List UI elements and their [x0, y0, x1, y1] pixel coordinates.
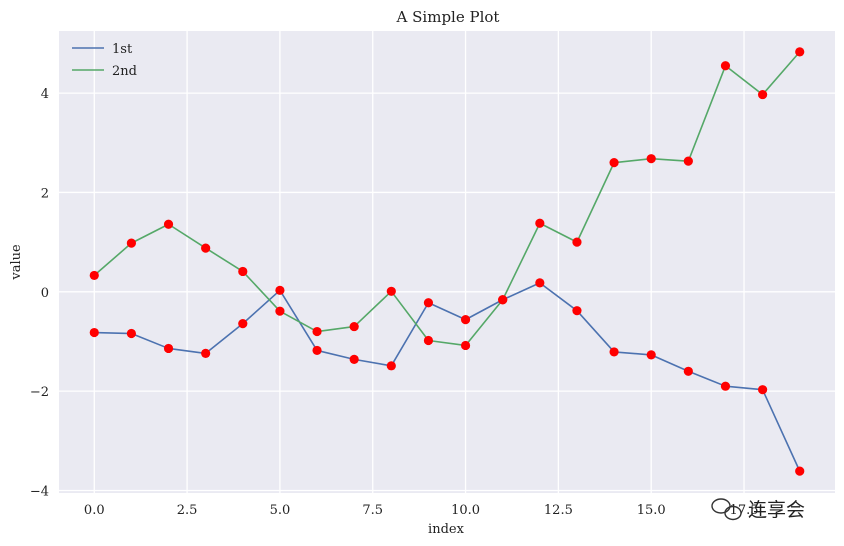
- data-point-2nd: [683, 156, 693, 166]
- legend-label-2nd: 2nd: [112, 64, 137, 79]
- data-point-1st: [535, 278, 545, 288]
- data-point-2nd: [126, 238, 137, 248]
- plot-background: [59, 31, 835, 493]
- data-point-1st: [572, 306, 582, 316]
- data-point-2nd: [238, 266, 248, 277]
- data-point-2nd: [646, 154, 656, 164]
- series-markers: [89, 47, 805, 476]
- x-tick-label: 7.5: [362, 503, 383, 518]
- x-tick-label: 0.0: [84, 503, 105, 518]
- data-point-1st: [646, 350, 656, 360]
- data-point-2nd: [386, 286, 396, 296]
- series-lines: [93, 51, 801, 472]
- data-point-1st: [386, 361, 396, 371]
- series-line-1st: [94, 282, 801, 472]
- data-point-1st: [795, 466, 805, 476]
- data-point-2nd: [460, 340, 471, 351]
- data-point-2nd: [795, 47, 805, 57]
- watermark-text: 连享会: [748, 499, 805, 521]
- data-point-1st: [683, 366, 693, 376]
- data-point-1st: [201, 348, 211, 359]
- x-axis-label: index: [428, 522, 465, 537]
- data-point-2nd: [609, 158, 619, 168]
- grid-lines: [59, 31, 835, 493]
- y-tick-label: 2: [41, 186, 49, 201]
- data-point-1st: [609, 347, 619, 357]
- data-point-1st: [460, 315, 471, 325]
- y-axis-label: value: [9, 244, 24, 281]
- data-point-2nd: [275, 306, 285, 316]
- wechat-bubbles-icon: [711, 498, 742, 521]
- data-point-2nd: [757, 89, 768, 100]
- data-point-1st: [312, 345, 322, 356]
- data-point-2nd: [89, 270, 99, 281]
- data-point-1st: [423, 298, 434, 308]
- data-point-2nd: [572, 237, 582, 247]
- data-point-1st: [163, 343, 174, 354]
- data-point-1st: [720, 381, 731, 391]
- legend-label-1st: 1st: [112, 42, 133, 57]
- data-point-1st: [757, 385, 768, 395]
- data-point-2nd: [423, 335, 434, 346]
- watermark: 连享会: [711, 498, 805, 521]
- data-point-1st: [275, 285, 285, 295]
- y-tick-label: 0: [41, 286, 49, 301]
- data-point-1st: [89, 327, 99, 338]
- x-tick-label: 10.0: [451, 503, 480, 518]
- data-point-2nd: [720, 61, 731, 71]
- y-tick-label: 4: [41, 87, 49, 102]
- x-tick-label: 2.5: [177, 503, 198, 518]
- data-point-2nd: [163, 219, 174, 229]
- data-point-2nd: [312, 326, 322, 337]
- series-line-2nd: [93, 51, 801, 347]
- x-tick-label: 5.0: [270, 503, 291, 518]
- y-tick-label: −2: [30, 385, 49, 400]
- data-point-1st: [349, 354, 359, 364]
- legend: 1st 2nd: [72, 42, 137, 79]
- x-tick-label: 15.0: [637, 503, 666, 518]
- data-point-2nd: [201, 243, 211, 253]
- data-point-2nd: [535, 218, 545, 228]
- chart-title: A Simple Plot: [396, 8, 500, 26]
- x-tick-label: 12.5: [544, 503, 573, 518]
- y-tick-label: −4: [30, 485, 49, 500]
- data-point-2nd: [498, 295, 508, 305]
- data-point-1st: [238, 319, 248, 329]
- data-point-1st: [126, 328, 137, 339]
- data-point-2nd: [349, 321, 359, 332]
